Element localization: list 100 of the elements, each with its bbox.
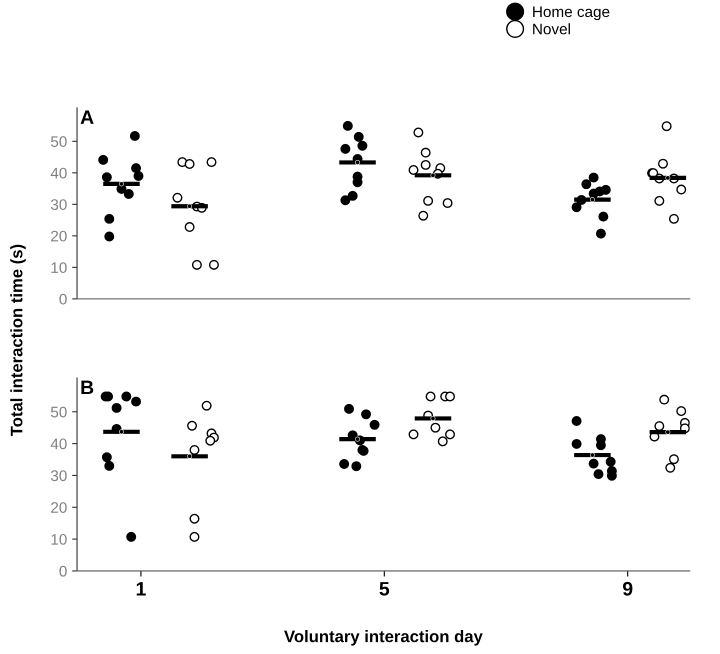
point	[418, 210, 428, 221]
point	[102, 452, 112, 462]
point	[348, 190, 358, 201]
point	[344, 404, 354, 414]
point	[588, 172, 599, 183]
point	[104, 460, 114, 471]
point	[590, 197, 595, 202]
point	[665, 430, 670, 435]
y-tick-label: 20	[51, 230, 67, 242]
point	[413, 128, 424, 138]
point	[355, 160, 360, 165]
point	[588, 188, 599, 199]
y-tick-label: 0	[59, 566, 67, 577]
point	[187, 204, 192, 209]
point	[118, 181, 124, 186]
point	[659, 394, 670, 405]
x-tick-label: 1	[136, 582, 146, 596]
y-tick-label: 40	[50, 438, 67, 450]
point	[370, 420, 380, 430]
point	[594, 469, 604, 480]
point	[124, 188, 134, 199]
point	[676, 406, 686, 416]
point	[357, 140, 368, 151]
point	[98, 154, 108, 165]
y-tick-label: 30	[50, 470, 67, 482]
point	[420, 148, 431, 158]
point	[340, 144, 350, 154]
chart-title: A	[80, 110, 94, 124]
point	[430, 416, 436, 421]
point	[581, 179, 592, 190]
point	[190, 532, 200, 542]
point	[190, 514, 200, 524]
point	[187, 454, 192, 459]
x-tick-label: 5	[380, 582, 390, 596]
legend-label: Home cage	[533, 6, 610, 20]
point	[665, 462, 676, 473]
point	[430, 172, 436, 178]
point	[438, 436, 448, 446]
y-tick-label: 20	[51, 502, 67, 513]
point	[121, 392, 132, 402]
point	[339, 458, 350, 469]
point	[420, 160, 431, 170]
y-tick-label: 40	[50, 168, 67, 179]
point	[668, 454, 679, 464]
point	[654, 196, 664, 206]
point	[572, 202, 582, 212]
point	[572, 416, 582, 426]
y-tick-label: 30	[50, 199, 67, 210]
y-tick-label: 50	[50, 406, 67, 418]
point	[172, 192, 182, 203]
point	[340, 195, 350, 206]
point	[426, 392, 436, 402]
point	[408, 165, 418, 175]
point	[442, 198, 453, 208]
point	[118, 429, 124, 434]
point	[131, 163, 142, 174]
point	[445, 429, 455, 440]
x-axis-title: Voluntary interaction day	[284, 630, 483, 646]
point	[205, 436, 216, 446]
chart-title: B	[81, 380, 94, 394]
point	[131, 396, 142, 407]
point	[102, 172, 112, 182]
point	[598, 212, 608, 222]
point	[665, 175, 670, 180]
point	[206, 157, 216, 168]
point	[130, 130, 140, 141]
point	[572, 438, 582, 449]
point	[445, 392, 455, 402]
point	[606, 456, 616, 467]
point	[208, 260, 219, 270]
point	[662, 121, 672, 132]
point	[342, 120, 353, 131]
legend-label: Novel	[533, 23, 570, 34]
point	[112, 402, 122, 413]
point	[202, 400, 212, 411]
y-tick-label: 10	[51, 534, 67, 545]
point	[654, 421, 664, 432]
x-tick-label: 9	[622, 582, 632, 596]
point	[354, 132, 364, 142]
point	[192, 260, 202, 270]
point	[430, 422, 440, 433]
y-axis-title: Total interaction time (s)	[10, 244, 26, 436]
point	[596, 228, 606, 239]
point	[676, 184, 686, 195]
y-tick-label: 0	[59, 294, 67, 305]
point	[184, 222, 195, 232]
point	[104, 232, 114, 242]
point	[668, 214, 679, 224]
point	[104, 214, 114, 224]
point	[588, 458, 599, 469]
point	[351, 461, 362, 472]
point	[590, 452, 595, 458]
point	[187, 420, 198, 431]
point	[190, 444, 200, 455]
y-tick-label: 50	[50, 136, 67, 147]
point	[423, 196, 434, 206]
point	[126, 532, 136, 542]
point	[184, 159, 195, 169]
point	[408, 429, 418, 440]
y-tick-label: 10	[51, 262, 67, 274]
